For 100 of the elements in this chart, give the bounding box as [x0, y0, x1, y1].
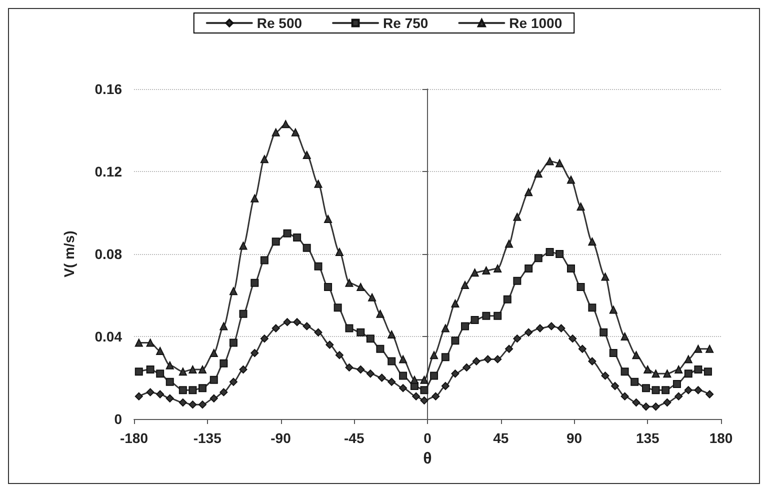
point: [356, 328, 365, 336]
point: [513, 276, 522, 285]
x-tick-label: -90: [270, 430, 292, 446]
point: [156, 370, 164, 378]
y-tick-label: 0.16: [94, 81, 122, 97]
point: [166, 394, 174, 402]
point: [470, 268, 479, 277]
y-tick-label: 0: [114, 411, 122, 427]
point: [198, 400, 206, 409]
point: [302, 244, 311, 252]
point: [611, 382, 620, 390]
point: [345, 324, 354, 332]
point: [420, 376, 428, 384]
point: [524, 264, 533, 272]
point: [229, 287, 238, 296]
point: [588, 238, 596, 246]
point: [556, 250, 564, 258]
point: [632, 398, 640, 406]
point: [376, 344, 384, 353]
point: [210, 349, 218, 357]
point: [461, 280, 470, 289]
point: [706, 344, 714, 353]
point: [198, 366, 206, 374]
point: [441, 324, 450, 332]
point: [283, 229, 292, 238]
point: [166, 361, 174, 370]
point: [451, 370, 460, 378]
point: [546, 248, 554, 256]
y-axis-title: V( m/s): [61, 230, 77, 278]
point: [505, 240, 514, 248]
point: [399, 355, 408, 364]
point: [566, 176, 575, 184]
point: [472, 357, 480, 366]
point: [556, 159, 564, 168]
point: [272, 128, 280, 136]
point: [272, 324, 280, 332]
point: [366, 334, 374, 343]
point: [314, 262, 322, 270]
point: [547, 322, 556, 330]
point: [283, 318, 292, 326]
point: [239, 366, 248, 374]
x-tick-label: 180: [709, 430, 733, 446]
point: [652, 386, 660, 394]
point: [198, 384, 206, 392]
legend-label: Re 500: [256, 15, 302, 31]
x-tick-label: -45: [344, 430, 364, 446]
point: [293, 318, 302, 326]
point: [684, 386, 692, 394]
point: [134, 338, 143, 347]
point: [156, 346, 164, 355]
point: [302, 322, 311, 330]
y-tick-label: 0.12: [94, 164, 122, 180]
point: [652, 370, 660, 378]
point: [546, 157, 554, 166]
point: [694, 386, 702, 394]
point: [188, 366, 197, 374]
point: [356, 366, 365, 374]
point: [430, 351, 438, 360]
point: [642, 384, 650, 392]
point: [368, 293, 376, 302]
point: [220, 359, 228, 368]
point: [684, 355, 692, 364]
point: [250, 278, 259, 287]
point: [260, 155, 268, 164]
point: [620, 368, 629, 376]
point: [441, 353, 450, 362]
point: [451, 300, 460, 308]
point: [534, 170, 542, 178]
point: [210, 394, 218, 402]
y-tick-label: 0.08: [94, 246, 122, 262]
point: [482, 266, 490, 274]
point: [524, 328, 533, 336]
point: [494, 355, 502, 364]
point: [513, 212, 522, 221]
point: [494, 312, 502, 320]
y-tick-label: 0.04: [94, 328, 122, 344]
point: [156, 390, 164, 398]
point: [399, 372, 408, 380]
x-axis-title: θ: [423, 450, 432, 468]
point: [566, 264, 575, 272]
x-tick-label: 135: [636, 430, 660, 446]
point: [229, 338, 238, 347]
point: [524, 188, 533, 196]
point: [378, 374, 386, 382]
point: [260, 256, 268, 264]
point: [684, 370, 692, 378]
point: [366, 370, 374, 378]
point: [441, 382, 450, 390]
point: [146, 388, 154, 396]
point: [260, 334, 268, 343]
point: [335, 351, 344, 360]
point: [272, 238, 280, 246]
point: [484, 355, 492, 364]
point: [388, 378, 396, 386]
point: [146, 366, 154, 374]
point: [210, 376, 218, 384]
point: [601, 372, 610, 380]
point: [420, 386, 428, 394]
point: [494, 264, 502, 272]
point: [430, 372, 438, 380]
